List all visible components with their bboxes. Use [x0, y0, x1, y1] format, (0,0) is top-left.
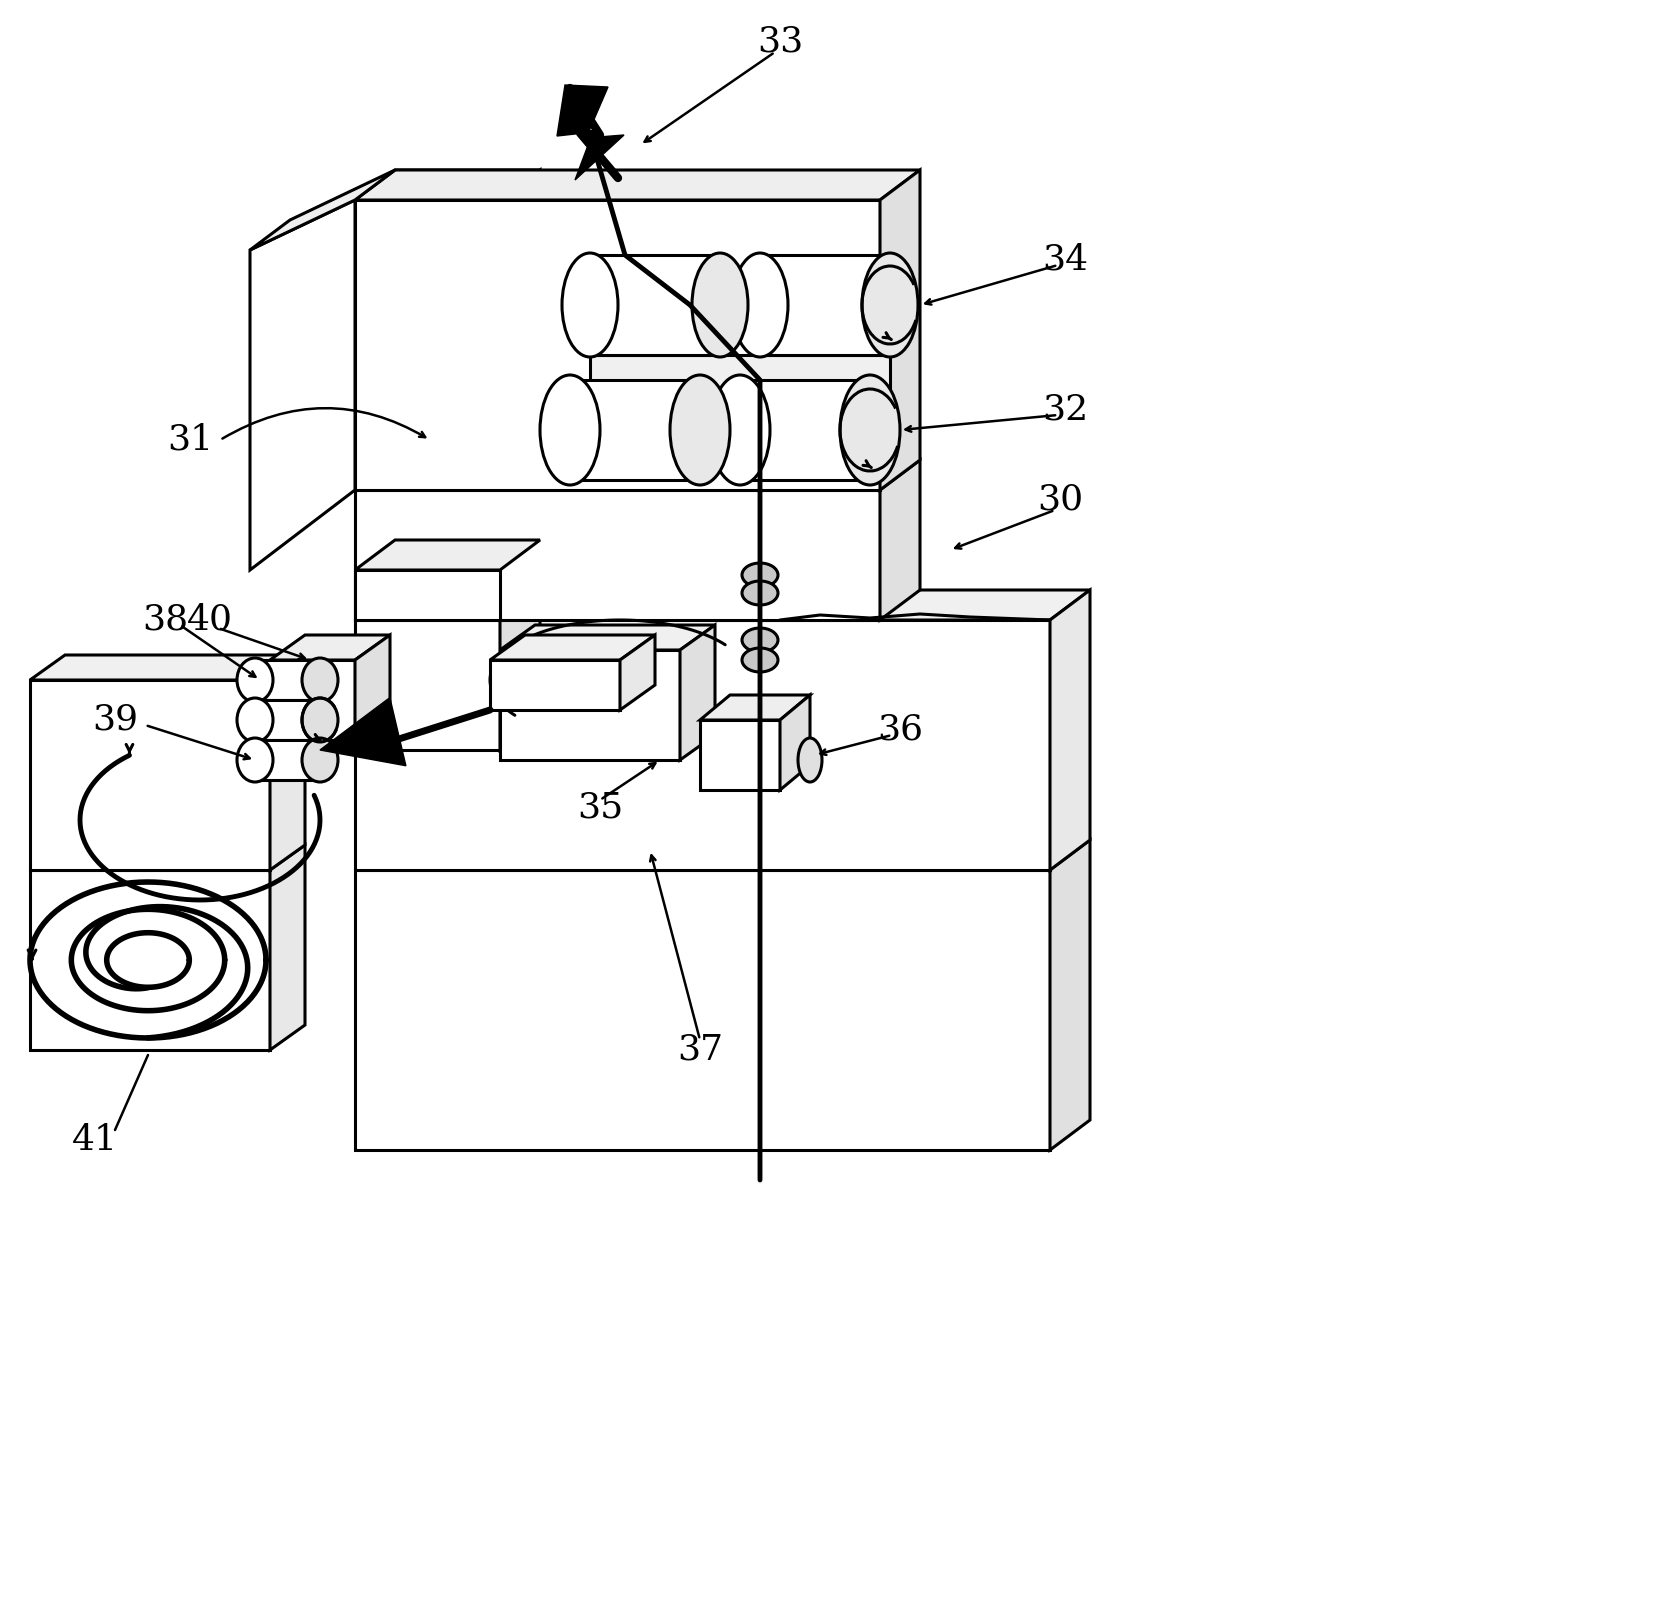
Text: 37: 37 [676, 1032, 723, 1068]
Polygon shape [557, 85, 624, 181]
Polygon shape [500, 624, 715, 650]
Text: 40: 40 [187, 603, 233, 637]
Text: 30: 30 [1037, 482, 1083, 518]
Ellipse shape [862, 253, 918, 356]
Polygon shape [356, 636, 390, 740]
Polygon shape [356, 569, 500, 619]
Polygon shape [356, 200, 500, 750]
Polygon shape [700, 695, 810, 719]
Polygon shape [356, 169, 920, 200]
Text: 39: 39 [93, 703, 137, 737]
Ellipse shape [237, 739, 273, 782]
Polygon shape [319, 697, 405, 766]
Polygon shape [30, 681, 270, 869]
Polygon shape [255, 740, 319, 781]
Text: 38: 38 [142, 603, 189, 637]
Ellipse shape [539, 374, 600, 486]
Ellipse shape [733, 253, 787, 356]
Polygon shape [356, 460, 920, 490]
Polygon shape [270, 636, 390, 660]
Polygon shape [620, 636, 655, 710]
Ellipse shape [237, 698, 273, 742]
Ellipse shape [303, 698, 337, 742]
Polygon shape [30, 655, 304, 681]
Ellipse shape [743, 627, 777, 652]
Text: 33: 33 [758, 24, 804, 60]
Polygon shape [880, 169, 920, 490]
Ellipse shape [303, 658, 337, 702]
Polygon shape [356, 869, 1050, 1150]
Polygon shape [781, 695, 810, 790]
Text: 36: 36 [877, 713, 923, 747]
Text: 34: 34 [1042, 244, 1088, 277]
Polygon shape [590, 255, 719, 355]
Polygon shape [270, 655, 304, 869]
Polygon shape [356, 590, 1090, 619]
Text: 35: 35 [577, 790, 624, 824]
Polygon shape [250, 200, 356, 569]
Polygon shape [739, 381, 870, 481]
Polygon shape [490, 636, 655, 660]
Ellipse shape [670, 374, 729, 486]
Polygon shape [30, 869, 270, 1050]
Polygon shape [270, 845, 304, 1050]
Polygon shape [270, 660, 356, 740]
Polygon shape [680, 624, 715, 760]
Ellipse shape [743, 563, 777, 587]
Polygon shape [490, 660, 620, 710]
Text: 31: 31 [167, 423, 213, 456]
Polygon shape [1050, 840, 1090, 1150]
Ellipse shape [691, 253, 748, 356]
Text: 32: 32 [1042, 394, 1088, 427]
Polygon shape [571, 381, 700, 481]
Polygon shape [500, 169, 539, 750]
Polygon shape [700, 719, 781, 790]
Polygon shape [255, 700, 319, 740]
Ellipse shape [743, 648, 777, 673]
Ellipse shape [743, 581, 777, 605]
Polygon shape [880, 460, 920, 619]
Polygon shape [500, 650, 680, 760]
Polygon shape [356, 169, 539, 200]
Polygon shape [356, 490, 880, 619]
Polygon shape [255, 660, 319, 700]
Polygon shape [590, 355, 890, 390]
Polygon shape [356, 840, 1090, 869]
Text: 41: 41 [73, 1123, 117, 1157]
Polygon shape [356, 540, 539, 569]
Polygon shape [250, 169, 395, 250]
Ellipse shape [237, 658, 273, 702]
Ellipse shape [710, 374, 771, 486]
Polygon shape [356, 619, 1050, 869]
Polygon shape [759, 255, 890, 355]
Ellipse shape [840, 374, 900, 486]
Polygon shape [356, 200, 880, 490]
Ellipse shape [303, 739, 337, 782]
Ellipse shape [797, 739, 822, 782]
Ellipse shape [562, 253, 619, 356]
Polygon shape [1050, 590, 1090, 869]
